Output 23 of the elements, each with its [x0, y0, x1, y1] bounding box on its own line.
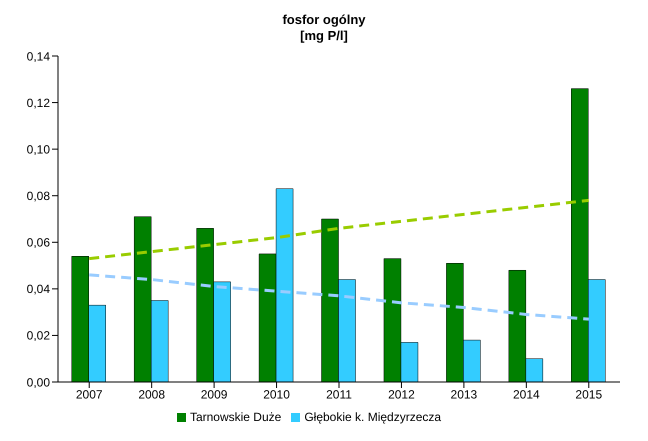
y-tick-label: 0,10 — [26, 142, 50, 156]
chart-title: fosfor ogólny — [281, 12, 367, 28]
x-tick-label: 2009 — [200, 388, 228, 402]
line-series — [88, 198, 590, 260]
x-tick-label: 2015 — [575, 388, 602, 402]
legend-label: Głębokie k. Międzyrzecza — [304, 410, 442, 424]
x-tick-label: 2011 — [326, 388, 352, 402]
y-tick-label: 0,08 — [26, 188, 50, 203]
x-tick-label: 2010 — [263, 388, 290, 402]
chart-subtitle: [mg P/l] — [299, 28, 349, 44]
x-tick-label: 2008 — [138, 388, 166, 402]
y-tick-label: 0,06 — [26, 236, 50, 250]
y-tick-label: 0,12 — [26, 96, 50, 110]
x-tick-label: 2013 — [450, 388, 478, 402]
legend-label: Tarnowskie Duże — [190, 410, 282, 424]
y-tick-label: 0,02 — [26, 328, 50, 343]
x-tick-label: 2007 — [76, 388, 103, 402]
y-tick-label: 0,04 — [26, 282, 50, 296]
x-tick-label: 2014 — [512, 388, 540, 402]
line-series — [88, 273, 590, 321]
x-tick-label: 2012 — [388, 388, 416, 402]
y-tick-label: 0,00 — [26, 375, 50, 390]
y-tick-label: 0,14 — [26, 49, 50, 64]
